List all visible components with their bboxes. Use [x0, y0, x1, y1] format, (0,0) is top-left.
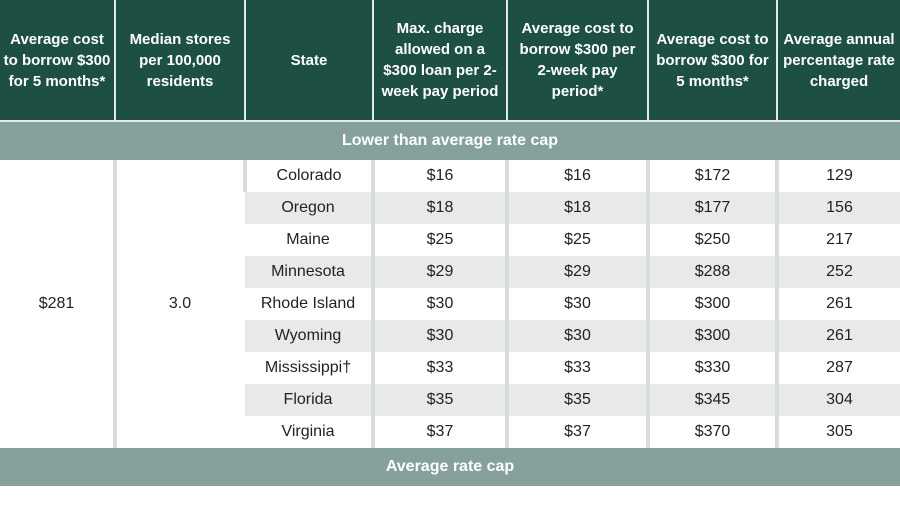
- avg-2week-cell: $33: [505, 352, 648, 384]
- table-row: Mississippi† $33 $33 $330 287: [0, 352, 900, 384]
- table-row: Wyoming $30 $30 $300 261: [0, 320, 900, 352]
- max-charge-cell: $25: [371, 224, 507, 256]
- header-row: Average cost to borrow $300 for 5 months…: [0, 0, 900, 122]
- apr-cell: 261: [775, 288, 900, 320]
- avg-5month-cell: $172: [646, 160, 777, 192]
- col-header: Average cost to borrow $300 for 5 months…: [647, 0, 777, 122]
- payday-loan-table: Average cost to borrow $300 for 5 months…: [0, 0, 900, 486]
- avg-5month-cell: $250: [646, 224, 777, 256]
- avg-2week-cell: $35: [505, 384, 648, 416]
- col-header: Max. charge allowed on a $300 loan per 2…: [372, 0, 507, 122]
- avg-cost-5-months-cell: $281: [0, 160, 115, 448]
- section-label: Average rate cap: [0, 448, 900, 486]
- max-charge-cell: $18: [371, 192, 507, 224]
- table-row: Minnesota $29 $29 $288 252: [0, 256, 900, 288]
- table-row: Virginia $37 $37 $370 305: [0, 416, 900, 448]
- state-cell: Maine: [286, 231, 330, 248]
- avg-5month-cell: $177: [646, 192, 777, 224]
- apr-cell: 287: [775, 352, 900, 384]
- apr-cell: 129: [775, 160, 900, 192]
- max-charge-cell: $37: [371, 416, 507, 448]
- apr-cell: 252: [775, 256, 900, 288]
- avg-2week-cell: $16: [505, 160, 648, 192]
- avg-5month-cell: $370: [646, 416, 777, 448]
- avg-2week-cell: $18: [505, 192, 648, 224]
- avg-5month-cell: $288: [646, 256, 777, 288]
- max-charge-cell: $30: [371, 320, 507, 352]
- state-cell: Mississippi†: [264, 359, 352, 376]
- apr-cell: 217: [775, 224, 900, 256]
- max-charge-cell: $35: [371, 384, 507, 416]
- state-cell: Colorado: [243, 160, 373, 192]
- col-header: Median stores per 100,000 residents: [114, 0, 245, 122]
- max-charge-cell: $33: [371, 352, 507, 384]
- max-charge-cell: $30: [371, 288, 507, 320]
- avg-2week-cell: $37: [505, 416, 648, 448]
- state-cell: Virginia: [281, 423, 335, 440]
- avg-2week-cell: $30: [505, 320, 648, 352]
- apr-cell: 156: [775, 192, 900, 224]
- state-cell: Minnesota: [245, 256, 373, 288]
- avg-2week-cell: $29: [505, 256, 648, 288]
- avg-2week-cell: $30: [505, 288, 648, 320]
- apr-cell: 304: [775, 384, 900, 416]
- max-charge-cell: $16: [371, 160, 507, 192]
- state-cell: Rhode Island: [260, 295, 356, 312]
- median-stores-cell: 3.0: [113, 160, 245, 448]
- col-header: Average cost to borrow $300 for 5 months…: [0, 0, 115, 122]
- table-row: Oregon $18 $18 $177 156: [0, 192, 900, 224]
- avg-5month-cell: $300: [646, 288, 777, 320]
- table-row: $281 3.0 Colorado $16 $16 $172 129: [0, 160, 900, 448]
- table-row: Florida $35 $35 $345 304: [0, 384, 900, 416]
- avg-5month-cell: $330: [646, 352, 777, 384]
- section-header-row: Average rate cap: [0, 448, 900, 486]
- avg-5month-cell: $345: [646, 384, 777, 416]
- apr-cell: 261: [775, 320, 900, 352]
- col-header: State: [244, 0, 373, 122]
- section-header-row: Lower than average rate cap: [0, 121, 900, 160]
- state-cell: Oregon: [245, 192, 373, 224]
- avg-5month-cell: $300: [646, 320, 777, 352]
- col-header: Average annual percentage rate charged: [776, 0, 900, 122]
- state-cell: Florida: [245, 384, 373, 416]
- col-header: Average cost to borrow $300 per 2-week p…: [506, 0, 648, 122]
- section-label: Lower than average rate cap: [0, 121, 900, 160]
- table-row: Rhode Island $30 $30 $300 261: [0, 288, 900, 320]
- state-cell: Wyoming: [245, 320, 373, 352]
- max-charge-cell: $29: [371, 256, 507, 288]
- table-row: Maine $25 $25 $250 217: [0, 224, 900, 256]
- avg-2week-cell: $25: [505, 224, 648, 256]
- apr-cell: 305: [775, 416, 900, 448]
